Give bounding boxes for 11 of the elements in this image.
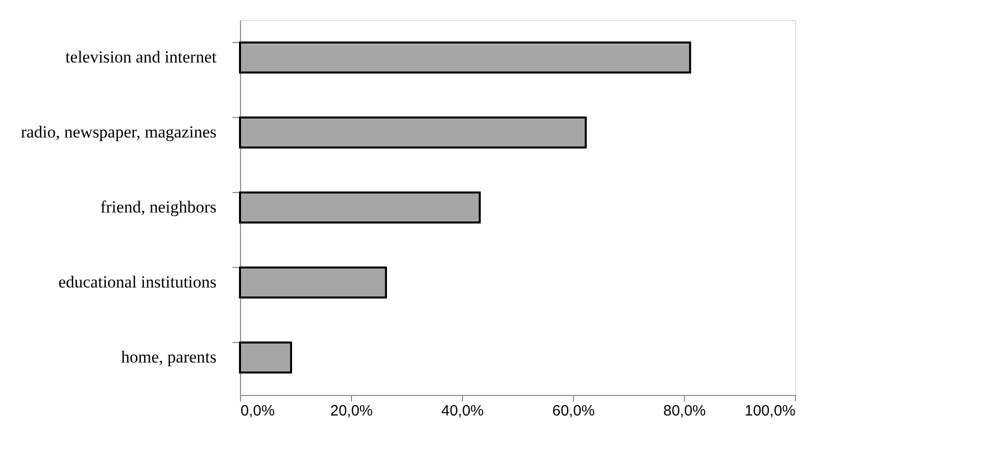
x-tick-label: 40,0% [441, 402, 484, 420]
x-tick-label: 80,0% [663, 402, 706, 420]
x-tick-label: 100,0% [744, 402, 796, 420]
y-tick-label: television and internet [65, 48, 217, 66]
y-tick-label: friend, neighbors [100, 198, 216, 216]
x-tick-label: 20,0% [330, 402, 373, 420]
y-tick-label: home, parents [121, 348, 216, 366]
x-tick-label: 60,0% [552, 402, 595, 420]
y-tick-label: educational institutions [58, 272, 216, 292]
x-tick-label: 0,0% [240, 402, 275, 420]
y-tick-label: radio, newspaper, magazines [20, 122, 216, 142]
